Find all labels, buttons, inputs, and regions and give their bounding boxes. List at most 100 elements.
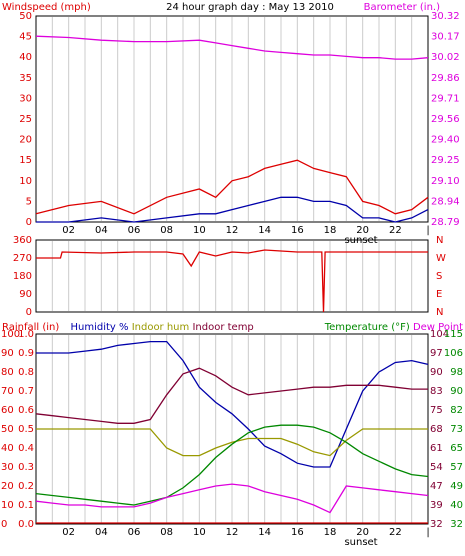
middle-right-tick-label: N xyxy=(436,307,443,318)
top-right-tick-label: 29.25 xyxy=(431,155,460,166)
bottom-left-outer-tick-label: 0 xyxy=(1,519,7,530)
middle-right-tick-label: E xyxy=(436,289,442,300)
top-right-tick-label: 29.40 xyxy=(431,135,460,146)
bottom-left-inner-tick-label: 0.2 xyxy=(18,481,34,492)
bottom-left-outer-tick-label: 70 xyxy=(1,386,14,397)
bottom-left-inner-tick-label: 0.7 xyxy=(18,386,34,397)
bottom-right-inner-tick-label: 83 xyxy=(430,386,443,397)
bottom-right-outer-tick-label: 82 xyxy=(450,405,463,416)
x-tick-label: 06 xyxy=(128,527,141,538)
bottom-series-3 xyxy=(35,424,429,506)
temperature-label: Temperature (°F) xyxy=(324,322,410,333)
bottom-right-outer-tick-label: 65 xyxy=(450,443,463,454)
bottom-left-outer-tick-label: 60 xyxy=(1,405,14,416)
x-tick-label: 12 xyxy=(226,527,239,538)
bottom-series-1 xyxy=(35,367,428,424)
bottom-left-outer-tick-label: 20 xyxy=(1,481,14,492)
top-left-axis-label: Windspeed (mph) xyxy=(2,2,91,13)
x-tick-label: 16 xyxy=(291,225,304,236)
top-left-tick-label: 30 xyxy=(19,93,32,104)
top-right-tick-label: 30.17 xyxy=(431,32,460,43)
middle-right-tick-label: N xyxy=(436,235,443,246)
top-right-tick-label: 30.32 xyxy=(431,11,460,22)
top-left-tick-label: 45 xyxy=(19,32,32,43)
indoor-temp-label: Indoor temp xyxy=(192,322,253,333)
x-tick-label: 10 xyxy=(193,225,206,236)
bottom-left-inner-tick-label: 0.0 xyxy=(18,519,34,530)
top-panel-frame xyxy=(35,15,429,223)
bottom-left-inner-tick-label: 0.5 xyxy=(18,424,34,435)
bottom-right-outer-tick-label: 40 xyxy=(450,500,463,511)
bottom-right-inner-tick-label: 32 xyxy=(430,519,443,530)
x-tick-label: 12 xyxy=(226,225,239,236)
middle-left-tick-label: 90 xyxy=(19,289,32,300)
top-right-tick-label: 28.79 xyxy=(431,217,460,228)
top-right-tick-label: 30.02 xyxy=(431,52,460,63)
top-left-tick-label: 0 xyxy=(26,217,32,228)
bottom-series-4 xyxy=(35,483,429,514)
bottom-left-outer-tick-label: 30 xyxy=(1,462,14,473)
top-right-tick-label: 29.56 xyxy=(431,114,460,125)
bottom-left-inner-tick-label: 0.1 xyxy=(18,500,34,511)
bottom-left-inner-tick-label: 0.3 xyxy=(18,462,34,473)
bottom-right-outer-tick-label: 57 xyxy=(450,462,463,473)
bottom-left-outer-tick-label: 80 xyxy=(1,367,14,378)
bottom-right-outer-tick-label: 73 xyxy=(450,424,463,435)
x-tick-label: 10 xyxy=(193,527,206,538)
dew-point-label: Dew Point xyxy=(413,322,463,333)
top-left-tick-label: 50 xyxy=(19,11,32,22)
middle-left-tick-label: 0 xyxy=(26,307,32,318)
indoor-hum-label: Indoor hum xyxy=(132,322,190,333)
top-left-tick-label: 40 xyxy=(19,52,32,63)
rainfall-label: Rainfall (in) xyxy=(2,322,59,333)
x-tick-label: 20 xyxy=(356,225,369,236)
x-tick-label: 04 xyxy=(95,527,108,538)
x-tick-label: 08 xyxy=(160,225,173,236)
bottom-right-outer-tick-label: 90 xyxy=(450,386,463,397)
x-tick-label: | xyxy=(426,225,429,236)
bottom-right-inner-tick-label: 54 xyxy=(430,462,443,473)
humidity-label: Humidity % xyxy=(70,322,128,333)
x-tick-label: 08 xyxy=(160,527,173,538)
bottom-right-outer-tick-label: 115 xyxy=(444,329,463,340)
bottom-left-axis-label: Rainfall (in) Humidity % Indoor hum Indo… xyxy=(2,322,254,333)
middle-right-tick-label: S xyxy=(436,271,442,282)
top-right-tick-label: 29.10 xyxy=(431,176,460,187)
bottom-right-inner-tick-label: 90 xyxy=(430,367,443,378)
x-tick-label: 04 xyxy=(95,225,108,236)
x-tick-label: 22 xyxy=(389,527,402,538)
bottom-right-outer-tick-label: 32 xyxy=(450,519,463,530)
middle-left-tick-label: 360 xyxy=(13,235,32,246)
bottom-right-outer-tick-label: 98 xyxy=(450,367,463,378)
middle-left-tick-label: 270 xyxy=(13,253,32,264)
x-tick-label: 18 xyxy=(324,527,337,538)
top-left-tick-label: 25 xyxy=(19,114,32,125)
bottom-right-inner-tick-label: 104 xyxy=(430,329,449,340)
middle-panel-frame xyxy=(35,239,429,313)
chart-title: 24 hour graph day : May 13 2010 xyxy=(166,2,334,13)
bottom-right-inner-tick-label: 47 xyxy=(430,481,443,492)
x-tick-label: 14 xyxy=(258,225,271,236)
top-series-0 xyxy=(35,159,429,215)
bottom-left-outer-tick-label: 50 xyxy=(1,424,14,435)
top-right-axis-label: Barometer (in.) xyxy=(364,2,440,13)
x-tick-label: 02 xyxy=(62,527,75,538)
bottom-left-inner-tick-label: 0.8 xyxy=(18,367,34,378)
bottom-right-inner-tick-label: 39 xyxy=(430,500,443,511)
middle-series-0 xyxy=(36,249,428,313)
bottom-left-outer-tick-label: 100 xyxy=(1,329,20,340)
bottom-right-inner-tick-label: 61 xyxy=(430,443,443,454)
bottom-left-inner-tick-label: 0.6 xyxy=(18,405,34,416)
top-right-tick-label: 29.86 xyxy=(431,73,460,84)
bottom-left-outer-tick-label: 40 xyxy=(1,443,14,454)
bottom-left-outer-tick-label: 90 xyxy=(1,348,14,359)
bottom-right-inner-tick-label: 68 xyxy=(430,424,443,435)
bottom-left-inner-tick-label: 0.9 xyxy=(18,348,34,359)
top-series-2 xyxy=(35,35,429,60)
bottom-right-inner-tick-label: 97 xyxy=(430,348,443,359)
bottom-left-outer-tick-label: 10 xyxy=(1,500,14,511)
bottom-right-outer-tick-label: 106 xyxy=(444,348,463,359)
bottom-right-outer-tick-label: 49 xyxy=(450,481,463,492)
bottom-left-inner-tick-label: 1.0 xyxy=(18,329,34,340)
